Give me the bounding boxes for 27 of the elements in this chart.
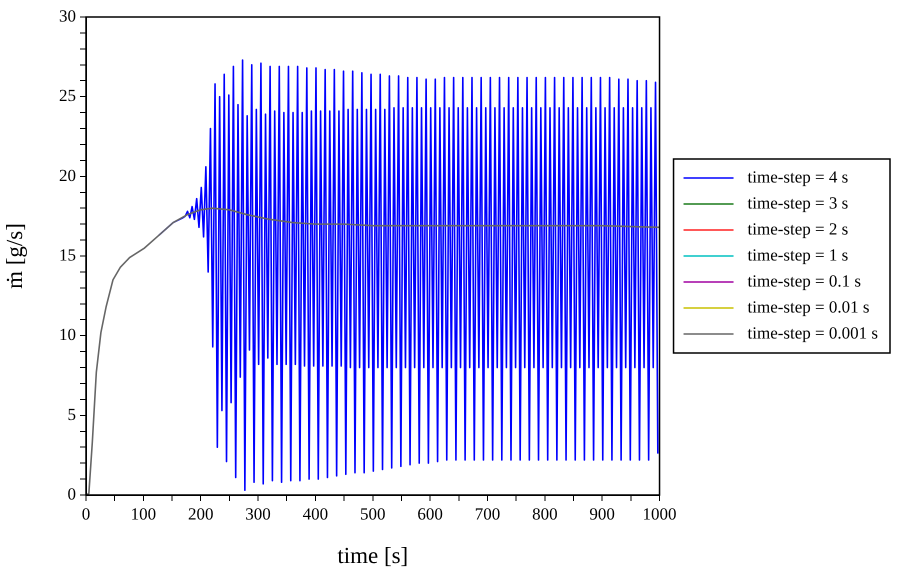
legend-label: time-step = 0.01 s (748, 297, 870, 316)
legend-label: time-step = 3 s (748, 193, 848, 212)
y-tick-label: 10 (59, 325, 76, 344)
x-tick-label: 800 (532, 504, 558, 524)
legend-label: time-step = 4 s (748, 167, 848, 186)
x-tick-label: 0 (82, 504, 90, 524)
y-tick-label: 5 (68, 404, 76, 424)
x-tick-label: 900 (589, 504, 615, 524)
x-tick-label: 600 (417, 504, 443, 524)
legend-label: time-step = 2 s (748, 219, 848, 238)
y-axis-title: ṁ [g/s] (2, 223, 27, 289)
x-tick-label: 1000 (642, 504, 677, 524)
x-tick-label: 200 (188, 504, 214, 524)
x-tick-label: 400 (302, 504, 328, 524)
y-tick-label: 30 (59, 6, 76, 26)
y-tick-label: 25 (59, 86, 76, 106)
x-tick-label: 700 (474, 504, 500, 524)
x-tick-label: 100 (130, 504, 156, 524)
x-tick-label: 500 (360, 504, 386, 524)
legend-label: time-step = 0.1 s (748, 271, 862, 290)
y-tick-label: 20 (59, 166, 76, 185)
legend-label: time-step = 0.001 s (748, 323, 878, 342)
x-tick-label: 300 (245, 504, 271, 524)
y-tick-label: 0 (68, 484, 76, 504)
y-tick-label: 15 (59, 245, 76, 264)
legend-label: time-step = 1 s (748, 245, 848, 264)
x-axis-title: time [s] (337, 543, 408, 568)
